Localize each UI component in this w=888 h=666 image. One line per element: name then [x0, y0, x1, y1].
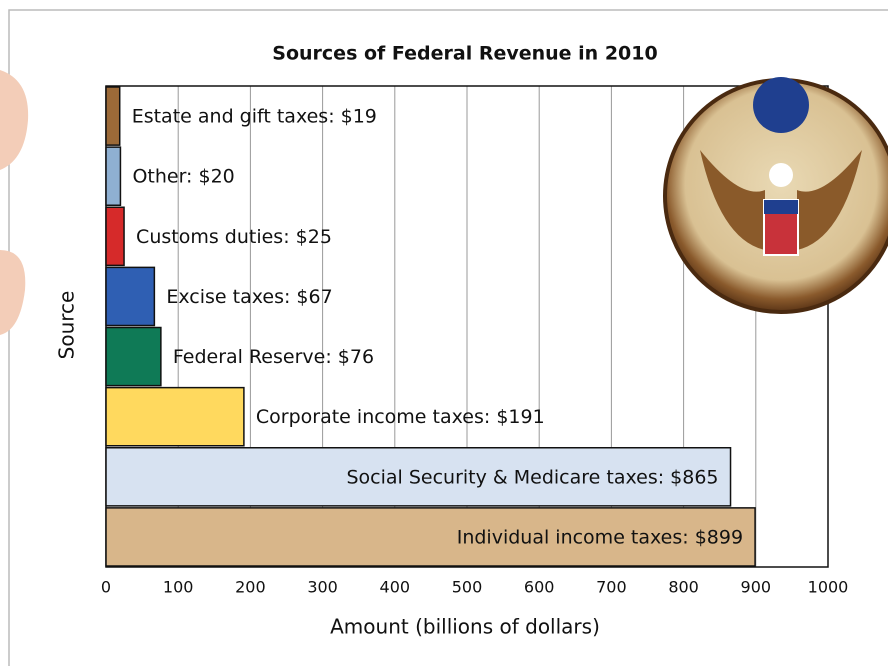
seal-stars [753, 77, 809, 133]
x-tick-label: 200 [235, 578, 266, 597]
x-tick-label: 500 [452, 578, 483, 597]
plot-frame [105, 85, 829, 568]
y-axis-label: Source [55, 291, 79, 360]
x-tick-label: 0 [101, 578, 111, 597]
value-label: Excise taxes: $67 [166, 286, 332, 308]
seal-wing [797, 150, 862, 250]
decoration [0, 250, 26, 335]
bar [105, 326, 162, 387]
seal-shield-top [764, 200, 798, 214]
bar [105, 266, 156, 327]
decoration [0, 70, 29, 170]
bar [105, 447, 732, 507]
x-tick-label: 600 [524, 578, 555, 597]
bar [105, 386, 245, 447]
seal [663, 77, 888, 314]
x-tick-label: 800 [668, 578, 699, 597]
value-label: Estate and gift taxes: $19 [132, 106, 377, 128]
chart-title: Sources of Federal Revenue in 2010 [272, 43, 657, 65]
x-axis-label: Amount (billions of dollars) [330, 615, 600, 639]
x-tick-label: 300 [307, 578, 338, 597]
frame [8, 9, 888, 666]
value-label: Other: $20 [132, 166, 234, 188]
value-label: Individual income taxes: $899 [457, 526, 743, 548]
value-label: Corporate income taxes: $191 [256, 406, 545, 428]
x-tick-label: 100 [163, 578, 194, 597]
x-tick-label: 1000 [808, 578, 849, 597]
bar [105, 146, 122, 206]
seal-wing [700, 150, 765, 250]
value-label: Social Security & Medicare taxes: $865 [346, 466, 718, 488]
value-label: Federal Reserve: $76 [173, 346, 374, 368]
bar [105, 86, 121, 146]
value-label: Customs duties: $25 [136, 226, 332, 248]
seal-head [769, 163, 793, 187]
x-tick-label: 700 [596, 578, 627, 597]
bar [105, 507, 756, 567]
bar [105, 206, 125, 267]
x-tick-label: 400 [380, 578, 411, 597]
x-tick-label: 900 [741, 578, 772, 597]
